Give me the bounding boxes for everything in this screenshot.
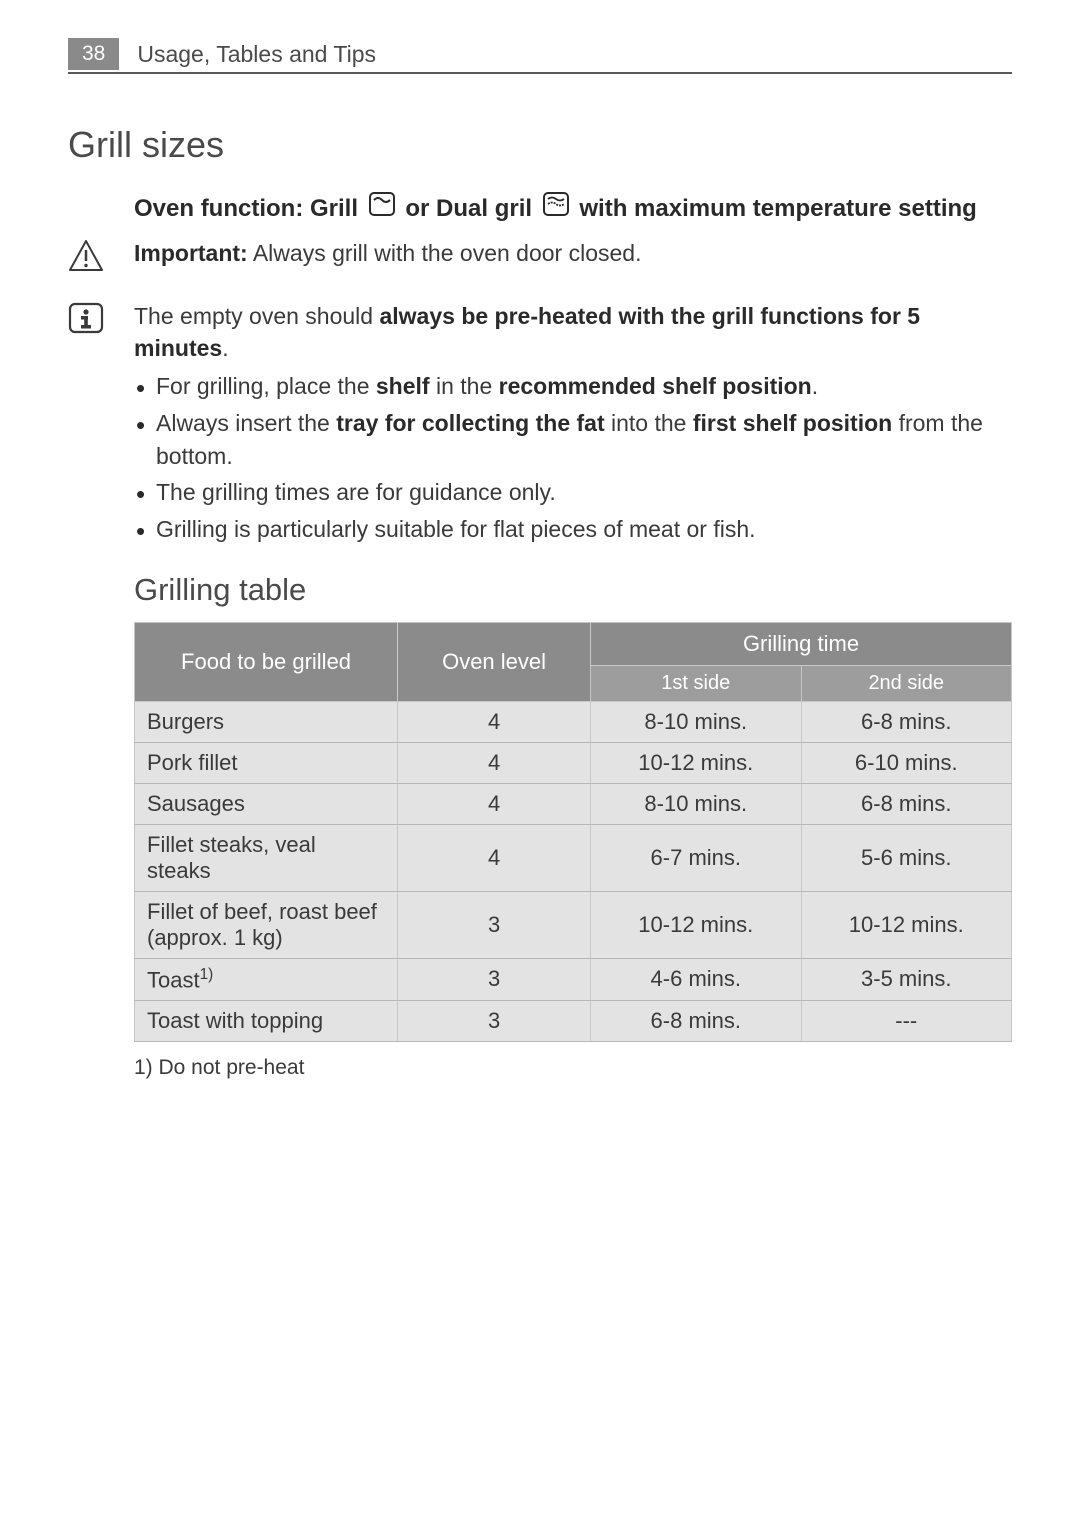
cell-level: 4 <box>398 742 591 783</box>
warning-icon <box>68 239 104 278</box>
cell-s1: 10-12 mins. <box>591 891 801 958</box>
table-row: Toast1)34-6 mins.3-5 mins. <box>135 958 1012 1000</box>
cell-level: 4 <box>398 701 591 742</box>
bullet-1: For grilling, place the shelf in the rec… <box>134 370 1012 403</box>
cell-s2: 6-8 mins. <box>801 701 1011 742</box>
table-body: Burgers48-10 mins.6-8 mins. Pork fillet4… <box>135 701 1012 1041</box>
info-lead: The empty oven should <box>134 303 379 329</box>
cell-s2: --- <box>801 1001 1011 1042</box>
important-label: Important: <box>134 240 248 266</box>
heading-grill-sizes: Grill sizes <box>68 124 1012 166</box>
cell-s1: 10-12 mins. <box>591 742 801 783</box>
oven-func-suffix: with maximum temperature setting <box>579 195 976 222</box>
oven-func-prefix: Oven function: Grill <box>134 195 358 222</box>
b1-b1: shelf <box>376 373 430 399</box>
cell-food: Pork fillet <box>135 742 398 783</box>
b1-mid: in the <box>430 373 499 399</box>
cell-level: 4 <box>398 783 591 824</box>
page-header: 38 Usage, Tables and Tips <box>68 38 1012 74</box>
cell-s1: 4-6 mins. <box>591 958 801 1000</box>
info-bullets: For grilling, place the shelf in the rec… <box>134 370 1012 545</box>
oven-function-line: Oven function: Grill or Dual gril with m… <box>134 192 1012 227</box>
b1-end: . <box>812 373 818 399</box>
heading-grilling-table: Grilling table <box>134 572 1012 608</box>
b2-mid: into the <box>605 410 693 436</box>
cell-food: Toast1) <box>135 958 398 1000</box>
important-row: Important: Always grill with the oven do… <box>68 237 1012 278</box>
table-row: Fillet of beef, roast beef (approx. 1 kg… <box>135 891 1012 958</box>
cell-s1: 6-7 mins. <box>591 824 801 891</box>
important-text: Always grill with the oven door closed. <box>248 240 642 266</box>
cell-s2: 10-12 mins. <box>801 891 1011 958</box>
page-header-section: Usage, Tables and Tips <box>137 41 376 68</box>
cell-s1: 6-8 mins. <box>591 1001 801 1042</box>
b2-b1: tray for collecting the fat <box>336 410 604 436</box>
th-side2: 2nd side <box>801 665 1011 701</box>
table-row: Pork fillet410-12 mins.6-10 mins. <box>135 742 1012 783</box>
cell-level: 4 <box>398 824 591 891</box>
grill-icon <box>369 192 395 227</box>
table-row: Sausages48-10 mins.6-8 mins. <box>135 783 1012 824</box>
cell-level: 3 <box>398 958 591 1000</box>
cell-food: Burgers <box>135 701 398 742</box>
cell-s2: 6-8 mins. <box>801 783 1011 824</box>
grilling-table: Food to be grilled Oven level Grilling t… <box>134 622 1012 1042</box>
cell-s2: 3-5 mins. <box>801 958 1011 1000</box>
b1-pre: For grilling, place the <box>156 373 376 399</box>
cell-food: Fillet of beef, roast beef (approx. 1 kg… <box>135 891 398 958</box>
cell-s2: 6-10 mins. <box>801 742 1011 783</box>
info-lead-end: . <box>222 335 228 361</box>
th-food: Food to be grilled <box>135 622 398 701</box>
cell-level: 3 <box>398 1001 591 1042</box>
page-number-box: 38 <box>68 38 119 70</box>
page-content: Grill sizes Oven function: Grill or Dual… <box>68 110 1012 1080</box>
b2-b2: first shelf position <box>693 410 892 436</box>
info-icon <box>68 302 104 339</box>
bullet-3: The grilling times are for guidance only… <box>134 476 1012 509</box>
cell-level: 3 <box>398 891 591 958</box>
b2-pre: Always insert the <box>156 410 336 436</box>
cell-food: Sausages <box>135 783 398 824</box>
cell-s1: 8-10 mins. <box>591 783 801 824</box>
dual-grill-icon <box>543 192 569 227</box>
footnote: 1) Do not pre-heat <box>134 1056 1012 1080</box>
bullet-4: Grilling is particularly suitable for fl… <box>134 513 1012 546</box>
table-row: Burgers48-10 mins.6-8 mins. <box>135 701 1012 742</box>
th-side1: 1st side <box>591 665 801 701</box>
cell-food: Toast with topping <box>135 1001 398 1042</box>
table-row: Toast with topping36-8 mins.--- <box>135 1001 1012 1042</box>
table-row: Fillet steaks, veal steaks46-7 mins.5-6 … <box>135 824 1012 891</box>
cell-food: Fillet steaks, veal steaks <box>135 824 398 891</box>
cell-s2: 5-6 mins. <box>801 824 1011 891</box>
th-oven-level: Oven level <box>398 622 591 701</box>
bullet-2: Always insert the tray for collecting th… <box>134 407 1012 472</box>
info-row: The empty oven should always be pre-heat… <box>68 300 1012 550</box>
b1-b2: recommended shelf position <box>499 373 812 399</box>
cell-s1: 8-10 mins. <box>591 701 801 742</box>
th-grilling-time: Grilling time <box>591 622 1012 665</box>
oven-func-middle: or Dual gril <box>405 195 532 222</box>
